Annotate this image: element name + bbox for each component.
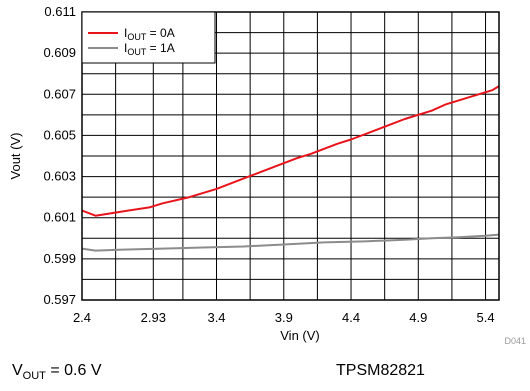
y-tick-label: 0.609	[43, 45, 76, 60]
y-tick-label: 0.611	[44, 4, 76, 19]
x-tick-label: 3.4	[207, 310, 225, 325]
x-tick-label: 4.4	[342, 310, 360, 325]
series-lines	[81, 85, 500, 252]
y-tick-label: 0.607	[43, 86, 76, 101]
x-axis-label: Vin (V)	[280, 328, 320, 343]
x-tick-label: 2.93	[141, 310, 166, 325]
y-axis-label: Vout (V)	[8, 133, 23, 180]
x-tick-label: 4.9	[409, 310, 427, 325]
x-tick-labels: 2.4 2.93 3.4 3.9 4.4 4.9 5.4	[73, 310, 495, 325]
x-tick-label: 5.4	[477, 310, 495, 325]
legend-label-iout-0a: IOUT = 0A	[124, 26, 175, 42]
y-tick-label: 0.603	[43, 169, 76, 184]
figure-code: D041	[504, 336, 526, 346]
legend-box	[81, 11, 216, 64]
y-tick-label: 0.601	[43, 210, 76, 225]
legend: IOUT = 0A IOUT = 1A	[81, 11, 216, 64]
y-tick-label: 0.605	[43, 127, 76, 142]
device-caption: TPSM82821	[336, 362, 425, 379]
vout-caption: VOUT = 0.6 V	[12, 362, 102, 383]
x-tick-label: 2.4	[73, 310, 91, 325]
x-tick-label: 3.9	[275, 310, 293, 325]
y-tick-label: 0.597	[43, 292, 76, 307]
series-line-0	[81, 85, 500, 217]
plot-frame	[81, 11, 500, 301]
y-tick-label: 0.599	[43, 251, 76, 266]
y-tick-labels: 0.597 0.599 0.601 0.603 0.605 0.607 0.609 0.611	[43, 4, 76, 307]
legend-label-iout-1a: IOUT = 1A	[124, 41, 175, 57]
series-line-1	[81, 233, 500, 252]
